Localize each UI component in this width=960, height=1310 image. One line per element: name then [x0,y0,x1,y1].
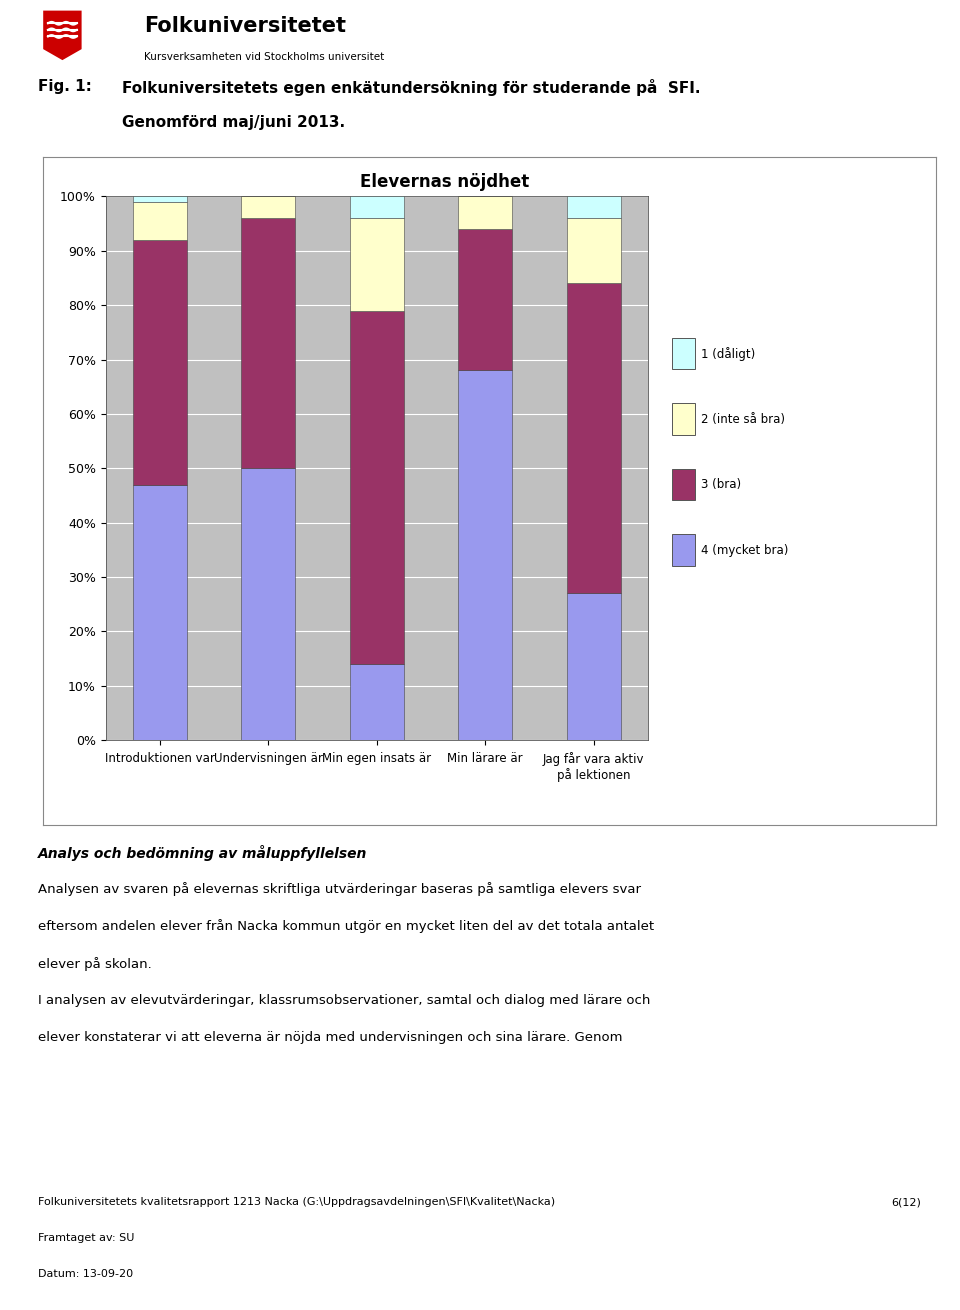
Bar [672,534,695,566]
Bar [349,219,404,310]
Text: I analysen av elevutvärderingar, klassrumsobservationer, samtal och dialog med l: I analysen av elevutvärderingar, klassru… [38,994,651,1007]
Bar [566,219,621,283]
Text: elever konstaterar vi att eleverna är nöjda med undervisningen och sina lärare. : elever konstaterar vi att eleverna är nö… [38,1031,623,1044]
Bar [349,196,404,219]
Text: 6(12): 6(12) [892,1197,922,1207]
Bar [132,240,187,485]
Text: Datum: 13-09-20: Datum: 13-09-20 [38,1268,133,1279]
Bar [458,229,513,371]
Bar [566,196,621,219]
Bar [349,310,404,664]
Text: Folkuniversitetet: Folkuniversitetet [144,16,346,37]
Bar [672,469,695,500]
Text: Genomförd maj/juni 2013.: Genomförd maj/juni 2013. [122,115,346,130]
Text: Folkuniversitetets kvalitetsrapport 1213 Nacka (G:\Uppdragsavdelningen\SFI\Kvali: Folkuniversitetets kvalitetsrapport 1213… [38,1197,556,1207]
Bar [672,338,695,369]
Text: Folkuniversitetets egen enkätundersökning för studerande på  SFI.: Folkuniversitetets egen enkätundersöknin… [122,79,701,96]
Bar [241,196,296,219]
Text: 1 (dåligt): 1 (dåligt) [701,347,756,360]
Bar [349,664,404,740]
Text: elever på skolan.: elever på skolan. [38,956,152,971]
Bar [132,202,187,240]
Text: Fig. 1:: Fig. 1: [38,79,92,93]
Text: 3 (bra): 3 (bra) [701,478,741,491]
Text: Elevernas nöjdhet: Elevernas nöjdhet [360,173,530,191]
Bar [241,468,296,740]
Bar [241,219,296,468]
Bar [132,196,187,202]
Bar [132,485,187,740]
Text: Analysen av svaren på elevernas skriftliga utvärderingar baseras på samtliga ele: Analysen av svaren på elevernas skriftli… [38,882,641,896]
Text: Framtaget av: SU: Framtaget av: SU [38,1234,134,1243]
Bar [566,593,621,740]
Text: Analys och bedömning av måluppfyllelsen: Analys och bedömning av måluppfyllelsen [38,845,368,861]
Text: Kursverksamheten vid Stockholms universitet: Kursverksamheten vid Stockholms universi… [144,52,384,62]
Bar [566,283,621,593]
Polygon shape [43,10,82,60]
Text: eftersom andelen elever från Nacka kommun utgör en mycket liten del av det total: eftersom andelen elever från Nacka kommu… [38,920,655,934]
Text: 2 (inte så bra): 2 (inte så bra) [701,413,785,426]
Bar [672,403,695,435]
Bar [458,371,513,740]
Bar [458,196,513,229]
Text: 4 (mycket bra): 4 (mycket bra) [701,544,788,557]
